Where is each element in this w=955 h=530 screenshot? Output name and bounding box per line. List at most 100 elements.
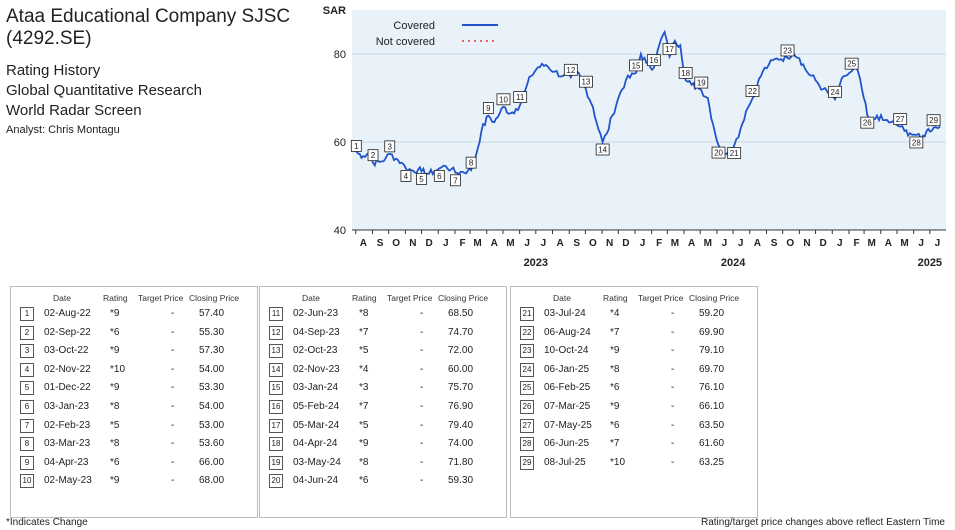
- row-number-box: 13: [269, 344, 283, 359]
- month-label: F: [459, 238, 465, 249]
- page-title: Ataa Educational Company SJSC (4292.SE): [6, 6, 291, 49]
- cell-close: 61.60: [699, 438, 725, 450]
- rating-marker-label: 17: [665, 45, 674, 54]
- rating-marker: [780, 44, 795, 57]
- cell-close: 53.00: [199, 419, 225, 431]
- cell-close: 74.00: [448, 438, 474, 450]
- cell-close: 69.70: [699, 363, 725, 375]
- cell-rating: *5: [359, 419, 369, 431]
- month-label: F: [656, 238, 662, 249]
- y-tick-label: 80: [334, 49, 346, 61]
- table-row: 14 02-Nov-23 *4 - 60.00: [260, 361, 506, 379]
- cell-target: -: [171, 456, 175, 468]
- rating-marker: [482, 102, 494, 114]
- cell-rating: *9: [110, 475, 120, 487]
- table-row: 17 05-Mar-24 *5 - 79.40: [260, 417, 506, 435]
- cell-close: 72.00: [448, 345, 474, 357]
- cell-rating: *10: [610, 456, 626, 468]
- table-row: 13 02-Oct-23 *5 - 72.00: [260, 342, 506, 360]
- rating-marker: [579, 75, 593, 88]
- cell-date: 02-May-23: [44, 475, 92, 487]
- rating-marker: [350, 140, 362, 152]
- table-row: 8 03-Mar-23 *8 - 53.60: [11, 435, 257, 453]
- cell-rating: *5: [359, 345, 369, 357]
- cell-close: 59.30: [448, 475, 474, 487]
- rating-marker-label: 6: [437, 172, 442, 181]
- row-number-box: 27: [520, 418, 534, 433]
- cell-date: 02-Nov-23: [293, 363, 340, 375]
- table-row: 7 02-Feb-23 *5 - 53.00: [11, 417, 257, 435]
- month-label: S: [573, 238, 580, 249]
- rating-marker-label: 10: [499, 95, 508, 104]
- column-header-close: Closing Price: [438, 293, 489, 303]
- cell-rating: *6: [110, 326, 120, 338]
- month-label: J: [443, 238, 449, 249]
- cell-close: 79.10: [699, 345, 725, 357]
- cell-close: 71.80: [448, 456, 474, 468]
- table-row: 3 03-Oct-22 *9 - 57.30: [11, 342, 257, 360]
- cell-target: -: [671, 438, 675, 450]
- cell-date: 05-Mar-24: [293, 419, 340, 431]
- table-row: 1 02-Aug-22 *9 - 57.40: [11, 305, 257, 323]
- subtitle-research: Global Quantitative Research: [6, 82, 202, 99]
- cell-date: 04-Sep-23: [293, 326, 340, 338]
- rating-marker: [465, 156, 477, 169]
- cell-date: 03-May-24: [293, 456, 341, 468]
- cell-close: 75.70: [448, 382, 474, 394]
- month-label: N: [409, 238, 416, 249]
- row-number-box: 3: [20, 344, 34, 359]
- row-number-box: 11: [269, 307, 283, 321]
- month-label: F: [853, 238, 859, 249]
- cell-close: 60.00: [448, 363, 474, 375]
- cell-date: 04-Apr-24: [293, 438, 338, 450]
- cell-rating: *9: [359, 438, 369, 450]
- row-number-box: 20: [269, 474, 283, 489]
- cell-close: 76.10: [699, 382, 725, 394]
- month-label: M: [704, 238, 712, 249]
- row-number-box: 12: [269, 325, 283, 340]
- month-label: J: [640, 238, 646, 249]
- cell-date: 06-Jan-25: [544, 363, 590, 375]
- row-number-box: 8: [20, 437, 34, 452]
- rating-marker-label: 8: [469, 159, 474, 168]
- cell-date: 05-Feb-24: [293, 401, 340, 412]
- cell-rating: *7: [359, 326, 369, 338]
- month-label: D: [819, 238, 826, 249]
- rating-marker: [433, 169, 445, 182]
- column-header-close: Closing Price: [189, 293, 240, 303]
- column-header-rating: Rating: [352, 293, 377, 303]
- cell-close: 57.40: [199, 308, 225, 319]
- cell-rating: *8: [359, 308, 369, 319]
- table-row: 28 06-Jun-25 *7 - 61.60: [511, 435, 757, 453]
- rating-marker-label: 19: [697, 79, 706, 88]
- cell-rating: *4: [359, 363, 369, 375]
- cell-date: 07-May-25: [544, 419, 592, 431]
- rating-marker: [367, 149, 379, 162]
- rating-marker-label: 16: [649, 56, 658, 65]
- cell-target: -: [420, 401, 424, 412]
- footnote-change: *Indicates Change: [6, 517, 88, 528]
- rating-marker: [646, 54, 661, 67]
- row-number-box: 18: [269, 437, 283, 452]
- cell-target: -: [671, 326, 675, 338]
- column-header-date: Date: [53, 293, 71, 303]
- month-label: J: [541, 238, 547, 249]
- cell-rating: *9: [610, 345, 620, 357]
- table-row: 29 08-Jul-25 *10 - 63.25: [511, 454, 757, 472]
- cell-target: -: [671, 456, 675, 468]
- cell-rating: *8: [610, 363, 620, 375]
- cell-date: 03-Jan-23: [44, 401, 90, 412]
- month-label: O: [786, 238, 794, 249]
- rating-marker: [496, 93, 511, 106]
- table-row: 27 07-May-25 *6 - 63.50: [511, 417, 757, 435]
- cell-date: 06-Feb-25: [544, 382, 591, 394]
- month-label: A: [360, 238, 367, 249]
- cell-rating: *7: [610, 326, 620, 338]
- row-number-box: 26: [520, 400, 534, 414]
- cell-date: 03-Jan-24: [293, 382, 339, 394]
- month-label: M: [506, 238, 514, 249]
- month-label: A: [491, 238, 498, 249]
- row-number-box: 9: [20, 455, 34, 470]
- rating-marker-label: 20: [714, 149, 723, 158]
- rating-marker-label: 5: [419, 175, 424, 184]
